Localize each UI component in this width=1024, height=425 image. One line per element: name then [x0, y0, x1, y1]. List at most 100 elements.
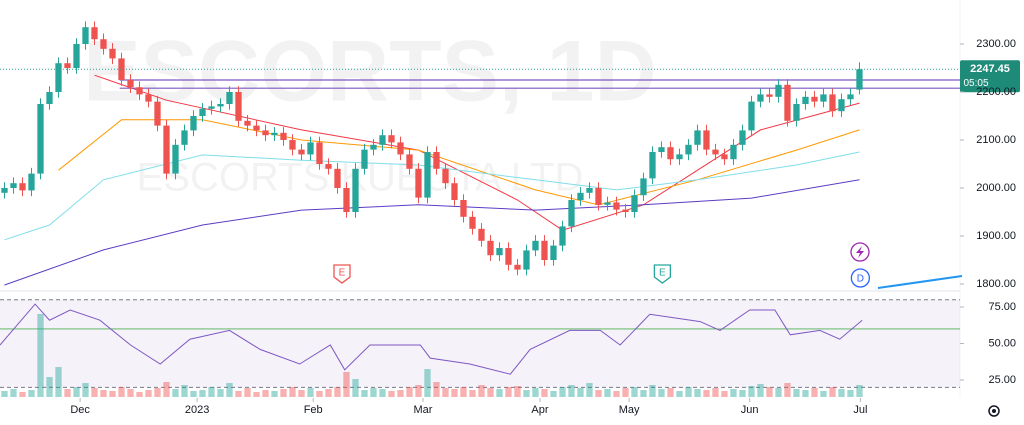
- candle-body: [469, 216, 476, 229]
- volume-bar: [514, 386, 521, 397]
- candle-body: [334, 168, 341, 189]
- candle-body: [847, 94, 854, 100]
- candle-body: [271, 132, 278, 136]
- settings-icon[interactable]: [988, 405, 1000, 417]
- y-tick-label: 2100.00: [976, 134, 1016, 146]
- volume-bar: [73, 387, 80, 397]
- volume-bar: [820, 391, 827, 397]
- volume-bar: [766, 387, 773, 397]
- volume-bar: [262, 390, 269, 397]
- candle-body: [568, 200, 575, 227]
- candle-body: [307, 142, 314, 155]
- x-tick-label: May: [619, 404, 640, 416]
- candle-body: [226, 92, 233, 105]
- volume-bar: [397, 390, 404, 397]
- event-marker: [653, 264, 672, 284]
- candle-body: [775, 84, 782, 97]
- volume-bar: [100, 390, 107, 397]
- volume-bar: [352, 379, 359, 397]
- volume-bar: [10, 389, 17, 397]
- volume-bar: [316, 391, 323, 397]
- volume-bar: [145, 390, 152, 397]
- candle-body: [811, 96, 818, 102]
- volume-bar: [694, 389, 701, 397]
- candle-body: [424, 152, 431, 198]
- volume-bar: [676, 391, 683, 397]
- candle-body: [442, 168, 449, 184]
- volume-bar: [784, 383, 791, 397]
- volume-bar: [532, 388, 539, 397]
- volume-bar: [775, 388, 782, 397]
- candle-body: [739, 130, 746, 145]
- volume-bar: [730, 389, 737, 397]
- volume-bar: [847, 390, 854, 397]
- candle-body: [217, 104, 224, 107]
- candle-body: [712, 149, 719, 155]
- candle-body: [559, 226, 566, 246]
- volume-bar: [550, 391, 557, 397]
- lightning-icon: [850, 242, 870, 262]
- volume-bar: [640, 390, 647, 397]
- volume-bar: [829, 387, 836, 397]
- volume-bar: [757, 384, 764, 397]
- candle-body: [64, 63, 71, 69]
- volume-bar: [136, 392, 143, 397]
- volume-bar: [28, 390, 35, 397]
- candle-body: [388, 135, 395, 143]
- volume-bar: [460, 387, 467, 397]
- candle-body: [604, 202, 611, 205]
- volume-bar: [154, 388, 161, 397]
- volume-bar: [172, 389, 179, 397]
- candle-body: [577, 192, 584, 201]
- candle-body: [757, 94, 764, 102]
- candle-body: [613, 202, 620, 210]
- moving-average: [94, 74, 860, 231]
- volume-bar: [478, 385, 485, 397]
- candle-body: [55, 63, 62, 93]
- candle-body: [514, 264, 521, 270]
- candle-body: [586, 188, 593, 193]
- candle-body: [199, 108, 206, 117]
- volume-bar: [793, 389, 800, 397]
- candle-body: [532, 240, 539, 251]
- volume-bar: [604, 389, 611, 397]
- volume-bar: [37, 314, 44, 397]
- volume-bar: [91, 388, 98, 397]
- candle-body: [622, 209, 629, 213]
- volume-bar: [541, 389, 548, 397]
- volume-bar: [1, 391, 8, 397]
- candle-body: [838, 99, 845, 112]
- volume-bar: [685, 387, 692, 397]
- y-tick-label: 2000.00: [976, 182, 1016, 194]
- candle-body: [262, 130, 269, 136]
- candle-body: [748, 101, 755, 131]
- x-tick-label: Apr: [531, 404, 548, 416]
- candle-body: [19, 183, 26, 191]
- volume-bar: [613, 391, 620, 397]
- candle-body: [1, 188, 8, 193]
- volume-bar: [190, 391, 197, 397]
- volume-bar: [712, 388, 719, 397]
- volume-bar: [667, 388, 674, 397]
- candle-body: [658, 147, 665, 153]
- volume-bar: [559, 387, 566, 397]
- candle-body: [487, 240, 494, 256]
- x-tick-label: 2023: [185, 404, 209, 416]
- candle-body: [127, 80, 134, 88]
- volume-bar: [55, 367, 62, 397]
- candle-body: [10, 183, 17, 189]
- volume-bar: [280, 389, 287, 397]
- candle-body: [280, 132, 287, 141]
- volume-bar: [118, 387, 125, 397]
- rsi-band: [0, 299, 960, 388]
- volume-bar: [379, 389, 386, 397]
- candle-body: [703, 130, 710, 150]
- volume-bar: [370, 388, 377, 397]
- rsi-tick-label: 75.00: [988, 301, 1016, 313]
- candle-body: [154, 101, 161, 126]
- trend-line: [877, 275, 963, 289]
- event-label: D: [857, 274, 864, 285]
- volume-bar: [856, 385, 863, 397]
- volume-bar: [442, 388, 449, 397]
- candle-body: [730, 144, 737, 160]
